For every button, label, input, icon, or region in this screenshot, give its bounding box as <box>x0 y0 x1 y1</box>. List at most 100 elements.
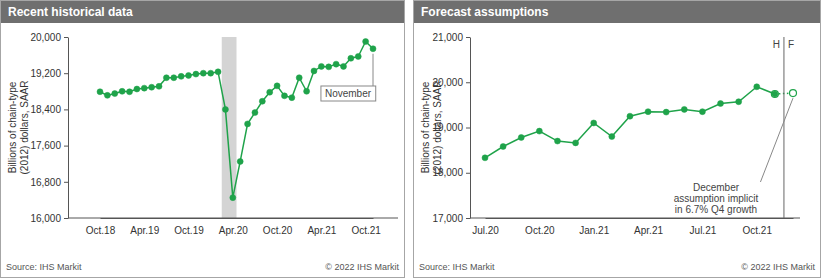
data-point <box>536 128 542 134</box>
data-point <box>289 95 295 101</box>
data-point <box>252 110 258 116</box>
data-point <box>304 88 310 94</box>
y-tick-mark <box>466 82 470 83</box>
panel-frame <box>1 1 405 278</box>
x-tick-label: Apr.19 <box>130 225 159 236</box>
x-tick: Jan.21 <box>579 218 609 236</box>
x-baseline <box>470 218 800 219</box>
x-tick-label: Oct.20 <box>525 225 555 236</box>
x-tick: Oct.20 <box>525 218 555 236</box>
data-point <box>208 70 214 76</box>
y-tick-label: 17,600 <box>30 140 61 151</box>
x-baseline <box>68 218 398 219</box>
data-point <box>790 90 797 97</box>
x-tick: Apr.21 <box>307 218 336 236</box>
annotation-box <box>321 86 376 101</box>
data-point <box>363 39 369 45</box>
panel: Recent historical data16,00016,80017,600… <box>1 1 405 278</box>
panel: Forecast assumptions 17,00018,00019,00020… <box>414 1 821 278</box>
y-tick: 18,400 <box>30 104 68 115</box>
data-point <box>200 70 206 76</box>
x-tick-label: Oct.18 <box>86 225 116 236</box>
header-bar <box>1 1 404 23</box>
data-point <box>156 83 162 89</box>
y-tick-mark <box>466 128 470 129</box>
series-line <box>485 87 775 158</box>
data-point <box>97 89 103 95</box>
forecast-divider <box>783 37 784 218</box>
x-tick-label: Jul.21 <box>690 225 717 236</box>
data-point <box>772 91 778 97</box>
title: Forecast assumptions <box>421 5 549 19</box>
x-tick: Oct.18 <box>86 218 116 236</box>
data-point <box>259 98 265 104</box>
x-tick-label: Oct.21 <box>351 225 381 236</box>
x-tick: Oct.21 <box>743 218 773 236</box>
copyright: © 2022 IHS Markit <box>741 262 815 272</box>
source: Source: IHS Markit <box>419 262 495 272</box>
y-tick: 16,800 <box>30 177 68 188</box>
y-tick-label: 21,000 <box>432 32 463 43</box>
y-tick-mark <box>64 73 68 74</box>
plot-area <box>482 84 797 161</box>
data-point <box>355 53 361 59</box>
annotation-text: in 6.7% Q4 growth <box>675 204 757 215</box>
data-point <box>222 106 228 112</box>
x-tick-label: Oct.20 <box>263 225 293 236</box>
panel-frame <box>414 1 821 278</box>
data-point <box>340 63 346 69</box>
x-tick-label: Jul.20 <box>472 225 499 236</box>
data-point <box>267 89 273 95</box>
x-axis-line <box>486 218 794 219</box>
data-point <box>333 61 339 67</box>
data-point <box>245 121 251 127</box>
y-tick-label: 18,400 <box>30 104 61 115</box>
x-tick: Apr.21 <box>634 218 663 236</box>
figure: Recent historical data16,00016,80017,600… <box>0 0 821 279</box>
divider-label: F <box>788 39 794 50</box>
x-tick-label: Jan.21 <box>579 225 609 236</box>
x-tick-label: Oct.21 <box>743 225 773 236</box>
annotation: November <box>321 86 376 101</box>
data-point <box>718 101 724 107</box>
x-tick-label: Apr.21 <box>307 225 336 236</box>
data-point <box>699 109 705 115</box>
y-tick-mark <box>466 173 470 174</box>
y-tick-mark <box>64 146 68 147</box>
x-tick: Oct.20 <box>263 218 293 236</box>
header-bar <box>414 1 820 23</box>
y-axis: 17,00018,00019,00020,00021,000 <box>432 32 470 224</box>
y-tick-mark <box>64 37 68 38</box>
y-tick-mark <box>64 182 68 183</box>
data-point <box>281 93 287 99</box>
data-point <box>771 91 778 98</box>
x-tick: Apr.19 <box>130 218 159 236</box>
data-point <box>104 92 110 98</box>
y-axis-line <box>470 38 471 219</box>
y-axis-title: Billions of chain-type <box>7 81 18 173</box>
annotation-text: assumption implicit <box>674 193 759 204</box>
data-point <box>119 88 125 94</box>
data-point <box>171 75 177 81</box>
y-tick: 20,000 <box>30 32 68 43</box>
y-tick-mark <box>466 218 470 219</box>
y-tick-label: 17,000 <box>432 213 463 224</box>
y-tick-mark <box>64 109 68 110</box>
x-tick-label: Apr.21 <box>634 225 663 236</box>
x-tick: Oct.19 <box>174 218 204 236</box>
data-point <box>127 89 133 95</box>
x-tick: Jul.21 <box>690 218 717 236</box>
plot-area <box>97 37 376 218</box>
data-point <box>296 75 302 81</box>
annotation-leader <box>373 54 374 86</box>
y-axis-line <box>68 38 69 219</box>
data-point <box>370 46 376 52</box>
data-point <box>554 138 560 144</box>
x-tick: Jul.20 <box>472 218 499 236</box>
y-tick: 17,600 <box>30 140 68 151</box>
data-point <box>500 144 506 150</box>
data-point <box>318 63 324 69</box>
annotation-leader <box>760 98 793 182</box>
y-tick: 21,000 <box>432 32 470 43</box>
y-axis: 16,00016,80017,60018,40019,20020,000 <box>30 32 68 224</box>
